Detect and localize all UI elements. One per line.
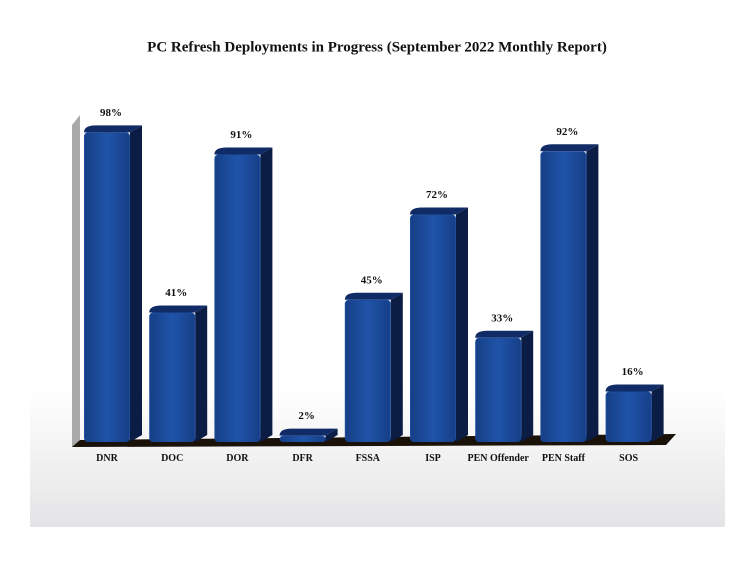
x-tick-label: DOC [161,453,184,464]
value-label: 41% [165,287,187,299]
bar-top [475,330,534,338]
bar-side [586,144,599,442]
bar-side [260,147,273,442]
value-label: 33% [491,312,513,324]
x-tick-label: FSSA [355,453,381,464]
bar-top [279,428,338,436]
value-label: 2% [298,410,315,422]
bar-side [456,207,468,442]
value-label: 91% [230,129,252,141]
value-label: 45% [361,274,383,286]
bar-face [606,392,651,442]
bar-top [410,207,468,215]
bar-face [541,152,586,442]
value-label: 72% [426,189,448,201]
value-label: 16% [622,366,644,378]
bar-top [149,305,208,313]
chart-title: PC Refresh Deployments in Progress (Sept… [147,39,607,55]
bar-side [651,384,664,442]
bar-top [84,125,142,133]
bar-face [411,215,455,442]
bar-face [476,338,521,442]
x-tick-label: ISP [425,453,441,464]
bar-side [195,305,208,442]
bar-side [521,330,534,442]
x-tick-label: DFR [292,453,313,464]
bar-face [150,313,195,442]
bar-side [325,428,338,442]
x-tick-label: DNR [96,453,118,464]
bar-side [390,292,403,442]
bar-face [280,436,325,442]
value-label: 92% [556,126,578,138]
x-tick-label: SOS [619,453,639,464]
bar-face [85,133,129,442]
bar-side [130,125,142,442]
bar-top [344,292,403,300]
bar-top [214,147,273,155]
bar-top [540,144,599,152]
x-tick-label: PEN Staff [541,453,585,464]
x-tick-label: DOR [226,453,249,464]
bar-face [345,300,390,442]
back-wall [72,115,80,447]
bar-top [605,384,664,392]
x-tick-label: PEN Offender [467,453,529,464]
bar-face [215,155,260,442]
value-label: 98% [100,107,122,119]
